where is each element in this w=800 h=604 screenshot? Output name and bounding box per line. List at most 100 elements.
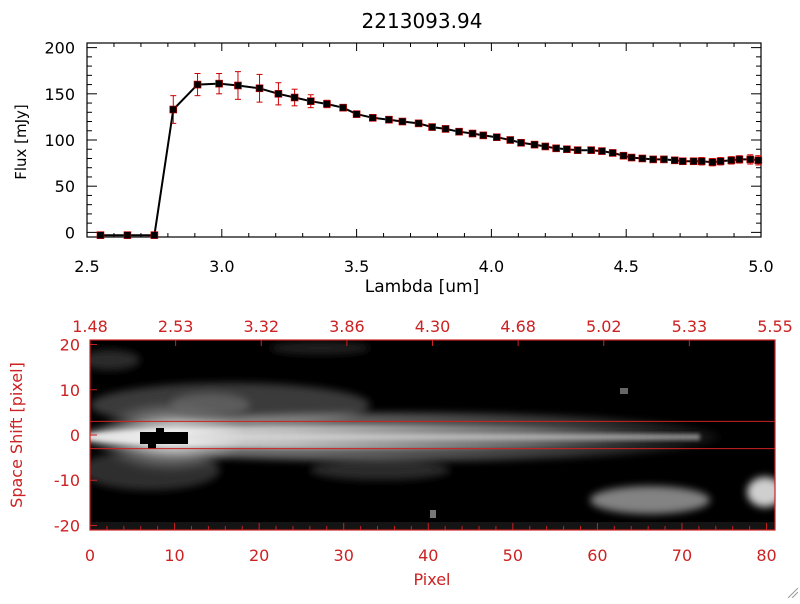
spectrum-x-label: Lambda [um] [365,277,479,297]
data-point [468,129,477,138]
data-point [428,123,436,131]
resize-grip-icon[interactable] [788,588,798,598]
data-point [368,114,377,122]
data-point [638,154,647,163]
image-top-wavelength-ticks: 1.48 2.53 3.32 3.86 4.30 4.68 5.02 5.33 5.55 [72,317,793,346]
spectrum-y-tick-label: 50 [55,177,75,196]
data-point [479,131,488,140]
data-point [608,149,617,157]
spectrum-plot-frame [86,42,762,238]
data-point [716,157,725,166]
spectrum-y-tick-label: 150 [44,85,75,104]
data-point [552,144,560,153]
image-top-tick-label: 4.68 [500,317,536,336]
data-point [255,84,264,93]
data-point [517,138,525,147]
data-point [679,157,687,166]
data-point [541,142,550,151]
data-point [754,156,763,165]
data-point [339,103,347,112]
data-point [123,231,132,239]
data-point [627,153,636,162]
spectrum-y-ticks: 0 50 100 150 200 [44,39,761,242]
image-x-tick-label: 80 [756,546,776,565]
image-x-tick-label: 60 [587,546,607,565]
spectrum-x-tick-label: 4.0 [479,257,504,276]
data-point [506,136,515,144]
image-x-tick-label: 40 [418,546,438,565]
data-point [169,105,178,114]
spectrum-image [90,340,775,530]
data-point [735,155,744,164]
image-y-label: Space Shift [pixel] [7,362,26,508]
spectrum-x-ticks: 2.5 3.0 3.5 4.0 4.5 5.0 [74,43,774,276]
data-point [274,90,283,98]
image-top-tick-label: 4.30 [415,317,451,336]
data-point [441,125,450,133]
image-top-tick-label: 3.86 [329,317,365,336]
spectrum-panel: 2213093.94 2.5 3.0 3.5 4.0 4.5 5.0 0501001502… [12,9,774,297]
image-y-tick-label: -10 [54,471,80,490]
image-x-label: Pixel [413,570,450,589]
data-point [530,140,539,149]
data-point [323,100,331,108]
image-y-tick-label: 10 [60,381,80,400]
data-point [670,156,679,165]
data-point [352,110,361,118]
image-x-ticks: 0 10 20 30 40 50 60 70 80 [85,523,777,565]
data-point [708,158,717,166]
spectrum-x-tick-label: 4.5 [613,257,638,276]
spectrum-x-tick-label: 3.0 [209,257,234,276]
image-x-tick-label: 0 [85,546,95,565]
data-point [492,133,501,142]
image-top-tick-label: 1.48 [72,317,108,336]
image-y-ticks: -20 -10 0 10 20 [54,336,97,535]
image-top-tick-label: 5.02 [586,317,622,336]
data-point [649,155,657,164]
data-point [398,117,407,126]
image-x-tick-label: 20 [249,546,269,565]
data-point [385,115,393,124]
data-point [290,93,299,102]
image-x-tick-label: 10 [164,546,184,565]
spectrum-image-panel: 0 10 20 30 40 50 60 70 80 -20 -10 0 10 20 1.48 2.53 3.… [7,317,793,589]
image-top-tick-label: 5.33 [672,317,708,336]
data-point [660,155,668,164]
data-point [414,119,423,128]
data-point [746,155,755,164]
spectrum-x-tick-label: 3.5 [344,257,369,276]
spectrum-x-tick-label: 2.5 [74,257,99,276]
data-point [455,127,463,136]
data-point [563,145,571,154]
data-point [215,79,223,88]
data-point [150,231,159,239]
spectrum-y-tick-label: 100 [44,131,75,150]
data-point [193,80,202,89]
data-point [689,157,698,166]
spectrum-y-tick-label: 200 [44,39,75,58]
image-y-tick-label: -20 [54,516,80,535]
image-top-tick-label: 3.32 [243,317,279,336]
image-top-tick-label: 5.55 [757,317,793,336]
data-point [587,146,595,154]
data-point [598,147,606,155]
image-top-tick-label: 2.53 [158,317,194,336]
spectrum-markers [96,79,763,239]
chart-title: 2213093.94 [362,9,483,33]
image-y-tick-label: 20 [60,336,80,355]
data-point [234,81,242,90]
data-point [573,146,582,154]
data-point [727,156,736,165]
data-point [306,97,315,105]
spectrum-y-tick-label: 0 [65,223,75,242]
data-point [96,231,105,239]
image-x-tick-label: 50 [503,546,523,565]
image-x-tick-label: 70 [672,546,692,565]
data-point [697,157,706,166]
image-y-tick-label: 0 [70,426,80,445]
image-x-tick-label: 30 [334,546,354,565]
spectrum-x-tick-label: 5.0 [748,257,773,276]
spectrum-y-label: Flux [mJy] [12,104,30,180]
